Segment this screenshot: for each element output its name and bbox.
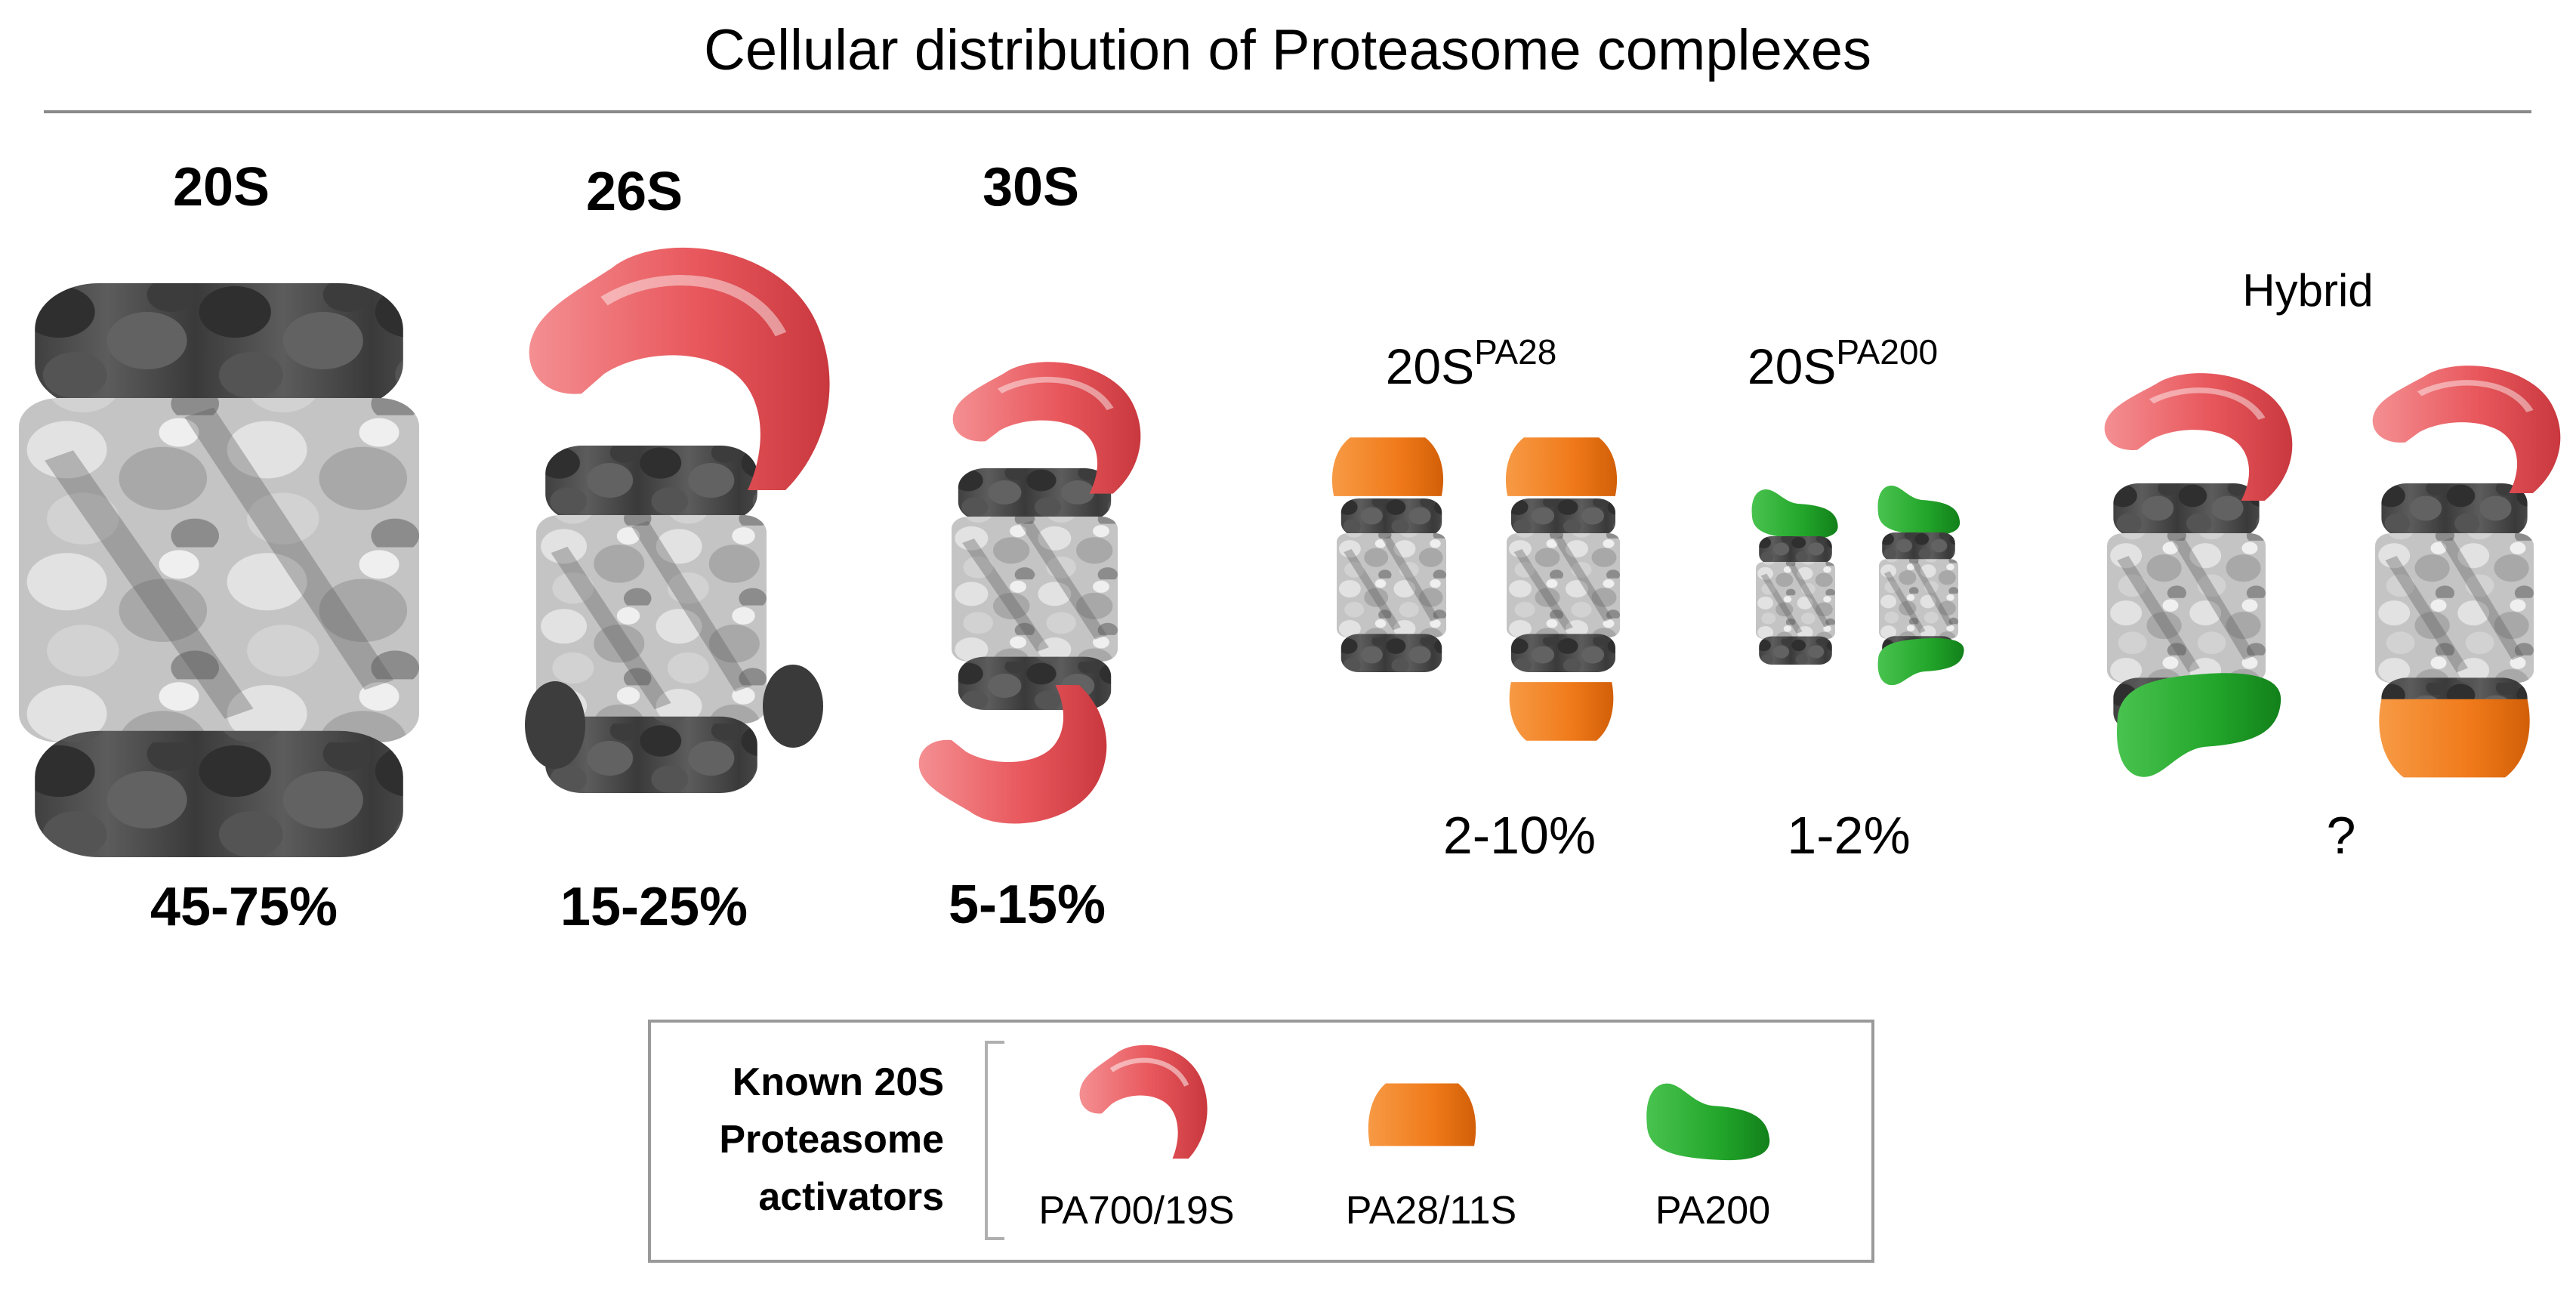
legend-heading-line-3: activators — [758, 1175, 944, 1219]
complex-26s-label: 26S — [586, 162, 683, 222]
proteasome-20s-core-icon — [19, 283, 419, 857]
pa700-cap-top-icon — [952, 362, 1141, 494]
proteasome-30s-core-icon — [952, 468, 1118, 710]
proteasome-core-icon — [1756, 536, 1835, 665]
complex-30s-label: 30S — [983, 157, 1079, 218]
complex-20s-pa28-label: 20SPA28 — [1386, 332, 1557, 394]
complex-20s-pa28-percent: 2-10% — [1443, 806, 1596, 865]
complex-26s-percent: 15-25% — [560, 877, 748, 937]
complex-20s-pa200-percent: 1-2% — [1787, 806, 1910, 865]
pa200-cap-icon — [1877, 485, 1961, 535]
label-base: 20S — [1386, 338, 1474, 394]
complex-30s: 30S 5-15% — [918, 157, 1141, 935]
legend-bracket — [985, 1041, 1004, 1240]
legend-item-pa200-label: PA200 — [1655, 1189, 1770, 1233]
pa28-cap-icon — [1509, 682, 1614, 741]
pa28-cap-icon — [1505, 437, 1618, 496]
pa200-cap-bottom-icon — [2117, 673, 2281, 777]
legend-heading-line-1: Known 20S — [733, 1060, 944, 1104]
figure-title: Cellular distribution of Proteasome comp… — [704, 18, 1871, 82]
legend-heading-line-2: Proteasome — [719, 1118, 944, 1162]
pa200-cap-icon — [1751, 489, 1838, 539]
label-base: 20S — [1748, 338, 1836, 394]
complex-20s-pa28: 20SPA28 2-10% — [1331, 332, 1620, 865]
pa28-cap-icon — [1331, 437, 1444, 496]
complex-20s-pa200: 20SPA200 1-2% — [1748, 332, 1964, 865]
complex-20s-pa200-label: 20SPA200 — [1748, 332, 1938, 394]
legend: Known 20S Proteasome activators PA700/19… — [648, 1020, 1874, 1263]
pa700-icon — [1079, 1045, 1208, 1159]
complex-hybrid-label: Hybrid — [2242, 265, 2373, 316]
pa700-cap-top-icon — [2104, 373, 2293, 501]
pa28-cap-bottom-icon — [2379, 699, 2530, 778]
complex-hybrid-percent: ? — [2327, 806, 2356, 865]
pa200-cap-icon — [1877, 637, 1964, 686]
pa700-cap-top-icon — [2372, 366, 2561, 493]
legend-item-pa28-label: PA28/11S — [1346, 1189, 1516, 1233]
complex-20s-percent: 45-75% — [150, 877, 338, 937]
complex-hybrid: Hybrid ? — [2105, 265, 2561, 865]
pa700-cap-top-icon — [529, 247, 830, 490]
complex-30s-percent: 5-15% — [949, 875, 1106, 935]
pa28-icon — [1368, 1083, 1476, 1146]
label-superscript: PA200 — [1836, 332, 1938, 372]
legend-item-pa700-label: PA700/19S — [1038, 1189, 1234, 1233]
complex-26s: 26S 15-25% — [525, 162, 830, 937]
complex-20s: 20S 45-75% — [19, 157, 419, 937]
core-bottom-bump-icon — [525, 681, 585, 769]
complex-20s-label: 20S — [173, 157, 270, 218]
proteasome-core-icon — [2375, 483, 2534, 733]
label-superscript: PA28 — [1474, 332, 1556, 372]
proteasome-core-icon — [1337, 498, 1446, 672]
proteasome-core-icon — [1507, 498, 1620, 672]
